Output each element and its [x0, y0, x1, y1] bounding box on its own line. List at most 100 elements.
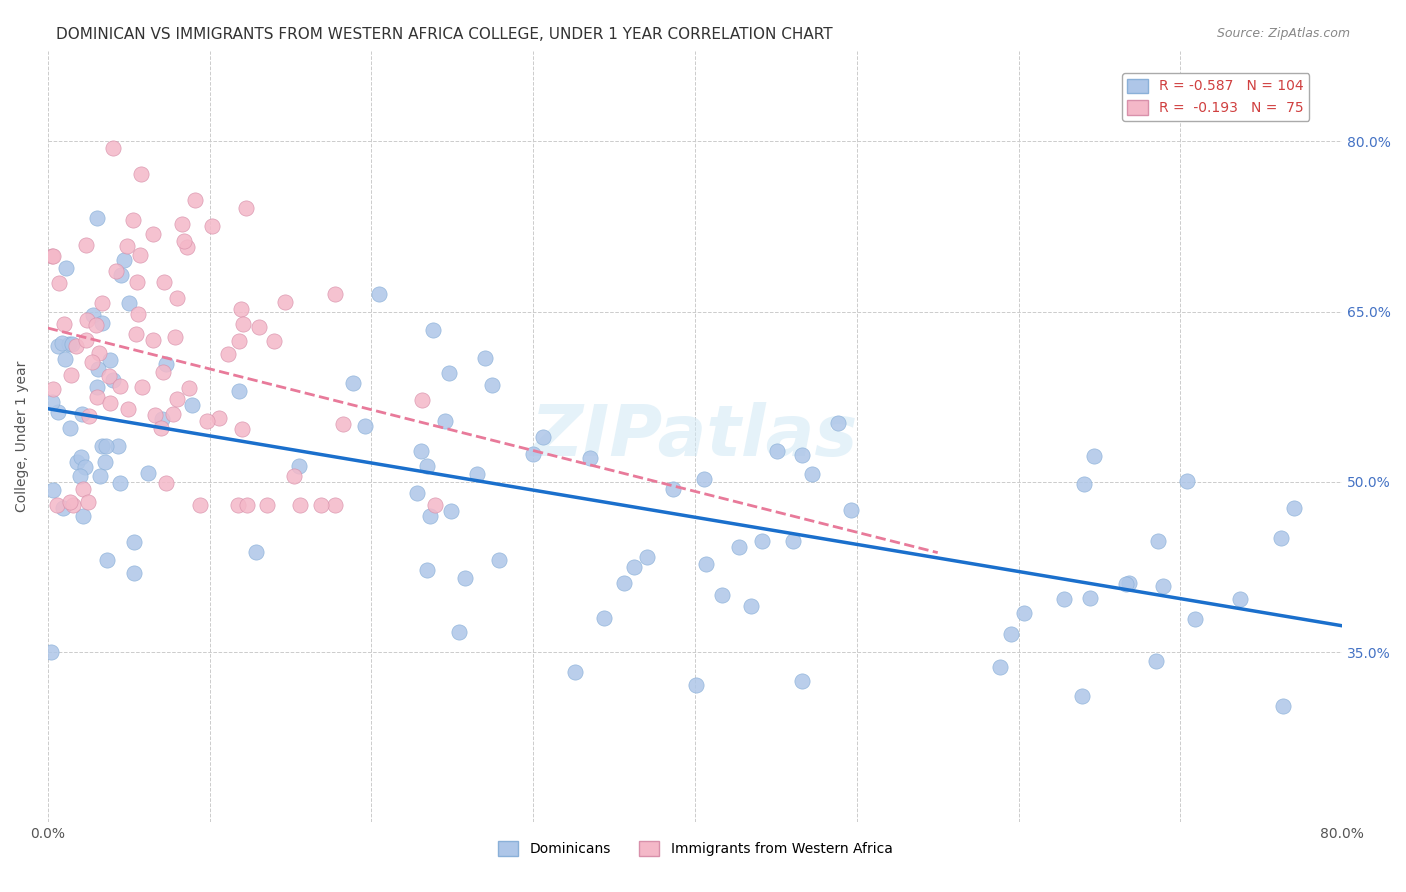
Point — [228, 334, 250, 348]
Text: Source: ZipAtlas.com: Source: ZipAtlas.com — [1216, 27, 1350, 40]
Point — [117, 402, 139, 417]
Point — [180, 398, 202, 412]
Point — [52, 317, 75, 331]
Point — [309, 498, 332, 512]
Point — [45, 498, 67, 512]
Point — [55, 261, 77, 276]
Point — [87, 361, 110, 376]
Point — [782, 533, 804, 548]
Point — [77, 495, 100, 509]
Point — [101, 141, 124, 155]
Point — [827, 416, 849, 430]
Point — [564, 665, 586, 680]
Point — [488, 553, 510, 567]
Point — [245, 545, 267, 559]
Point — [51, 336, 73, 351]
Point — [323, 498, 346, 512]
Point — [121, 213, 143, 227]
Point — [72, 509, 94, 524]
Point — [65, 339, 87, 353]
Point — [41, 382, 63, 396]
Point — [1152, 579, 1174, 593]
Point — [142, 333, 165, 347]
Point — [693, 472, 716, 486]
Point — [751, 533, 773, 548]
Point — [229, 301, 252, 316]
Point — [273, 295, 295, 310]
Point — [86, 211, 108, 225]
Point — [283, 469, 305, 483]
Point — [422, 322, 444, 336]
Legend: R = -0.587   N = 104, R =  -0.193   N =  75: R = -0.587 N = 104, R = -0.193 N = 75 — [1122, 73, 1309, 120]
Point — [235, 201, 257, 215]
Point — [416, 459, 439, 474]
Point — [176, 240, 198, 254]
Point — [143, 409, 166, 423]
Point — [131, 380, 153, 394]
Point — [695, 557, 717, 571]
Point — [77, 409, 100, 424]
Point — [59, 495, 82, 509]
Point — [149, 421, 172, 435]
Point — [522, 447, 544, 461]
Point — [98, 396, 121, 410]
Point — [129, 248, 152, 262]
Point — [107, 439, 129, 453]
Point — [86, 380, 108, 394]
Point — [711, 588, 734, 602]
Point — [1118, 575, 1140, 590]
Point — [75, 333, 97, 347]
Point — [66, 455, 89, 469]
Point — [1284, 501, 1306, 516]
Point — [91, 439, 114, 453]
Point — [256, 498, 278, 512]
Point — [48, 276, 70, 290]
Point — [155, 476, 177, 491]
Point — [142, 227, 165, 241]
Point — [58, 336, 80, 351]
Point — [41, 249, 63, 263]
Point — [419, 509, 441, 524]
Point — [118, 295, 141, 310]
Point — [1080, 591, 1102, 605]
Point — [155, 357, 177, 371]
Point — [1115, 577, 1137, 591]
Point — [226, 498, 249, 512]
Point — [125, 276, 148, 290]
Point — [173, 234, 195, 248]
Point — [288, 498, 311, 512]
Point — [1053, 591, 1076, 606]
Point — [1270, 531, 1292, 545]
Point — [474, 351, 496, 366]
Point — [82, 308, 104, 322]
Point — [1014, 606, 1036, 620]
Point — [232, 317, 254, 331]
Text: ZIPatlas: ZIPatlas — [531, 402, 859, 471]
Point — [579, 450, 602, 465]
Y-axis label: College, Under 1 year: College, Under 1 year — [15, 361, 30, 512]
Point — [165, 329, 187, 343]
Point — [162, 407, 184, 421]
Point — [69, 469, 91, 483]
Point — [988, 660, 1011, 674]
Point — [465, 467, 488, 481]
Point — [101, 373, 124, 387]
Point — [122, 566, 145, 580]
Point — [104, 264, 127, 278]
Point — [59, 368, 82, 383]
Point — [110, 268, 132, 283]
Point — [423, 498, 446, 512]
Point — [613, 575, 636, 590]
Point — [124, 326, 146, 341]
Point — [1175, 474, 1198, 488]
Point — [98, 369, 121, 384]
Point — [661, 482, 683, 496]
Point — [792, 448, 814, 462]
Point — [434, 413, 457, 427]
Point — [440, 504, 463, 518]
Point — [1073, 476, 1095, 491]
Point — [179, 381, 201, 395]
Point — [94, 439, 117, 453]
Point — [52, 501, 75, 516]
Point — [108, 379, 131, 393]
